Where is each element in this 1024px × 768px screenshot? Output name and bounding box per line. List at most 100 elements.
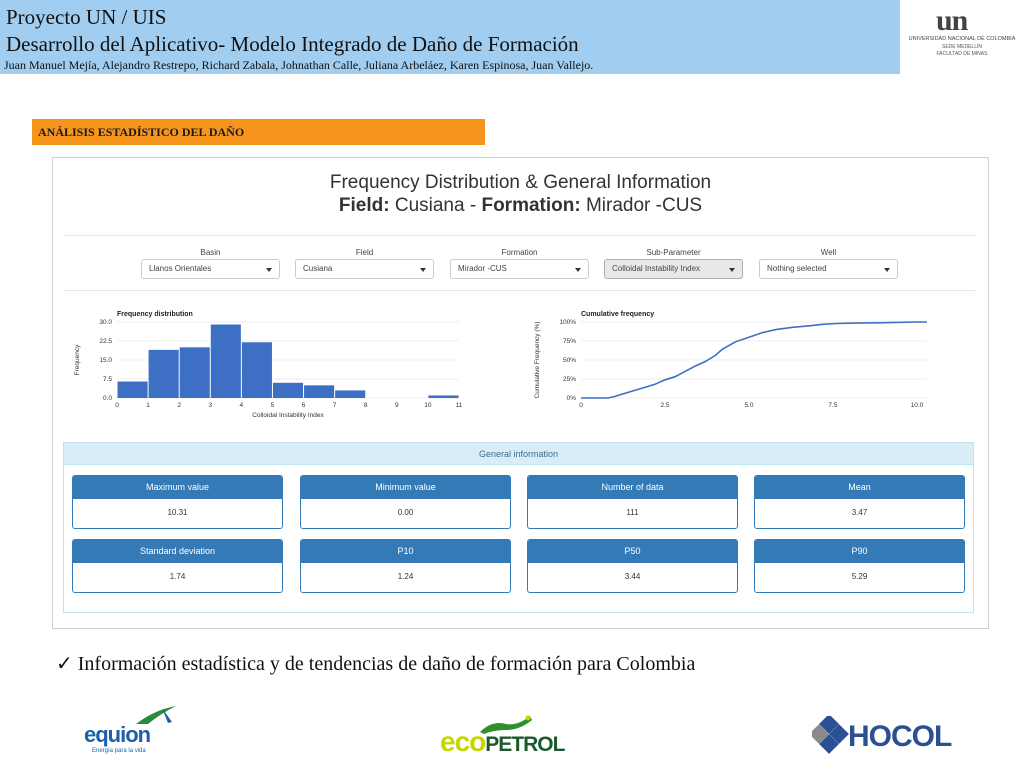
filter-subparameter: Sub-Parameter Colloidal Instability Inde…: [604, 248, 743, 279]
stat-card-label: Maximum value: [73, 476, 282, 499]
general-info-heading: General information: [64, 443, 973, 465]
chevron-down-icon: [575, 268, 581, 272]
y-tick-label: 75%: [563, 338, 576, 345]
stat-card-label: P50: [528, 540, 737, 563]
x-tick-label: 10: [424, 402, 432, 409]
histogram-bar: [335, 390, 366, 398]
iguana-icon: [480, 715, 532, 734]
general-info-panel: General information Maximum value 10.31 …: [63, 442, 974, 613]
field-label: Field:: [338, 195, 390, 216]
stat-card-p90: P90 5.29: [754, 539, 965, 593]
frequency-distribution-chart: Frequency distribution Frequency Colloid…: [74, 311, 463, 419]
divider: [63, 290, 975, 291]
x-tick-label: 5: [271, 402, 275, 409]
subtitle-sep: -: [469, 195, 477, 216]
x-tick-label: 5.0: [744, 402, 753, 409]
stat-card-maximum: Maximum value 10.31: [72, 475, 283, 529]
y-axis-label: Frequency: [74, 344, 81, 375]
equion-swoosh-icon: [136, 706, 176, 724]
formation-value: Mirador -CUS: [585, 195, 703, 216]
filter-field: Field Cusiana: [295, 248, 434, 279]
x-tick-label: 10.0: [911, 402, 924, 409]
stat-card-stddev: Standard deviation 1.74: [72, 539, 283, 593]
x-tick-label: 9: [395, 402, 399, 409]
y-tick-label: 0.0: [103, 395, 112, 402]
app-title: Desarrollo del Aplicativo- Modelo Integr…: [6, 32, 579, 56]
hocol-diamond-icon: [812, 716, 849, 754]
y-tick-label: 0%: [567, 395, 577, 402]
y-tick-label: 30.0: [99, 319, 112, 326]
stat-card-p50: P50 3.44: [527, 539, 738, 593]
stat-card-mean: Mean 3.47: [754, 475, 965, 529]
x-axis-label: Colloidal Instability Index: [252, 412, 324, 419]
histogram-bar: [179, 347, 210, 398]
y-tick-label: 15.0: [99, 357, 112, 364]
chevron-down-icon: [266, 268, 272, 272]
unal-logo: un UNIVERSIDAD NACIONAL DE COLOMBIA SEDE…: [908, 4, 1016, 57]
stat-card-value: 0.00: [397, 508, 414, 517]
filter-well: Well Nothing selected: [759, 248, 898, 279]
stat-card-value: 3.44: [624, 572, 641, 581]
histogram-bar: [148, 349, 179, 398]
histogram-bar: [117, 381, 148, 398]
x-tick-label: 11: [456, 402, 463, 409]
x-tick-label: 8: [364, 402, 368, 409]
stat-card-label: P90: [755, 540, 964, 563]
basin-select[interactable]: Llanos Orientales: [141, 259, 280, 279]
stat-card-label: Minimum value: [301, 476, 510, 499]
chart-page-subtitle: Field: Cusiana - Formation: Mirador -CUS: [53, 195, 988, 217]
x-tick-label: 0: [115, 402, 119, 409]
x-tick-label: 7.5: [828, 402, 837, 409]
check-icon: ✓: [56, 653, 73, 675]
x-tick-label: 7: [333, 402, 337, 409]
equion-logo: equion Energía para la vida: [82, 704, 192, 760]
x-tick-label: 2: [177, 402, 181, 409]
y-axis-label: Cumulative Frequency (%): [534, 322, 541, 399]
x-tick-label: 1: [146, 402, 150, 409]
stat-card-value: 1.74: [169, 572, 186, 581]
cumulative-line: [581, 321, 927, 399]
filter-label: Formation: [501, 248, 538, 257]
filter-label: Field: [355, 248, 374, 257]
well-select[interactable]: Nothing selected: [759, 259, 898, 279]
stat-card-label: Mean: [755, 476, 964, 499]
x-tick-label: 6: [302, 402, 306, 409]
chevron-down-icon: [884, 268, 890, 272]
field-select[interactable]: Cusiana: [295, 259, 434, 279]
app-panel: Frequency Distribution & General Informa…: [52, 157, 989, 629]
stat-card-label: Number of data: [528, 476, 737, 499]
stat-card-value: 111: [626, 508, 639, 517]
divider: [63, 235, 975, 236]
stat-card-label: Standard deviation: [73, 540, 282, 563]
project-title: Proyecto UN / UIS: [6, 5, 167, 29]
histogram-bar: [210, 324, 241, 398]
chart-title: Cumulative frequency: [581, 311, 654, 318]
note-text: Información estadística y de tendencias …: [77, 653, 696, 675]
stat-card-value: 10.31: [167, 508, 188, 517]
subparameter-select[interactable]: Colloidal Instability Index: [604, 259, 743, 279]
stat-card-count: Number of data 111: [527, 475, 738, 529]
stat-card-value: 1.24: [397, 572, 414, 581]
hocol-logo: HOCOL: [812, 714, 952, 760]
filter-formation: Formation Mirador -CUS: [450, 248, 589, 279]
filter-label: Sub-Parameter: [646, 248, 701, 257]
x-tick-label: 4: [240, 402, 244, 409]
cumulative-frequency-chart: Cumulative frequency Cumulative Frequenc…: [534, 311, 927, 409]
filter-label: Well: [820, 248, 837, 257]
y-tick-label: 100%: [559, 319, 576, 326]
y-tick-label: 25%: [563, 376, 576, 383]
stat-card-value: 3.47: [851, 508, 868, 517]
stat-card-minimum: Minimum value 0.00: [300, 475, 511, 529]
chart-title: Frequency distribution: [117, 311, 193, 318]
y-tick-label: 50%: [563, 357, 576, 364]
histogram-bar: [304, 385, 335, 398]
header-banner: Proyecto UN / UIS Desarrollo del Aplicat…: [0, 0, 900, 74]
chevron-down-icon: [420, 268, 426, 272]
filter-basin: Basin Llanos Orientales: [141, 248, 280, 279]
chart-page-title: Frequency Distribution & General Informa…: [329, 172, 712, 193]
histogram-bar: [241, 342, 272, 398]
bullet-note: ✓ Información estadística y de tendencia…: [56, 651, 695, 676]
histogram-bar: [428, 395, 459, 398]
formation-select[interactable]: Mirador -CUS: [450, 259, 589, 279]
x-tick-label: 0: [579, 402, 583, 409]
